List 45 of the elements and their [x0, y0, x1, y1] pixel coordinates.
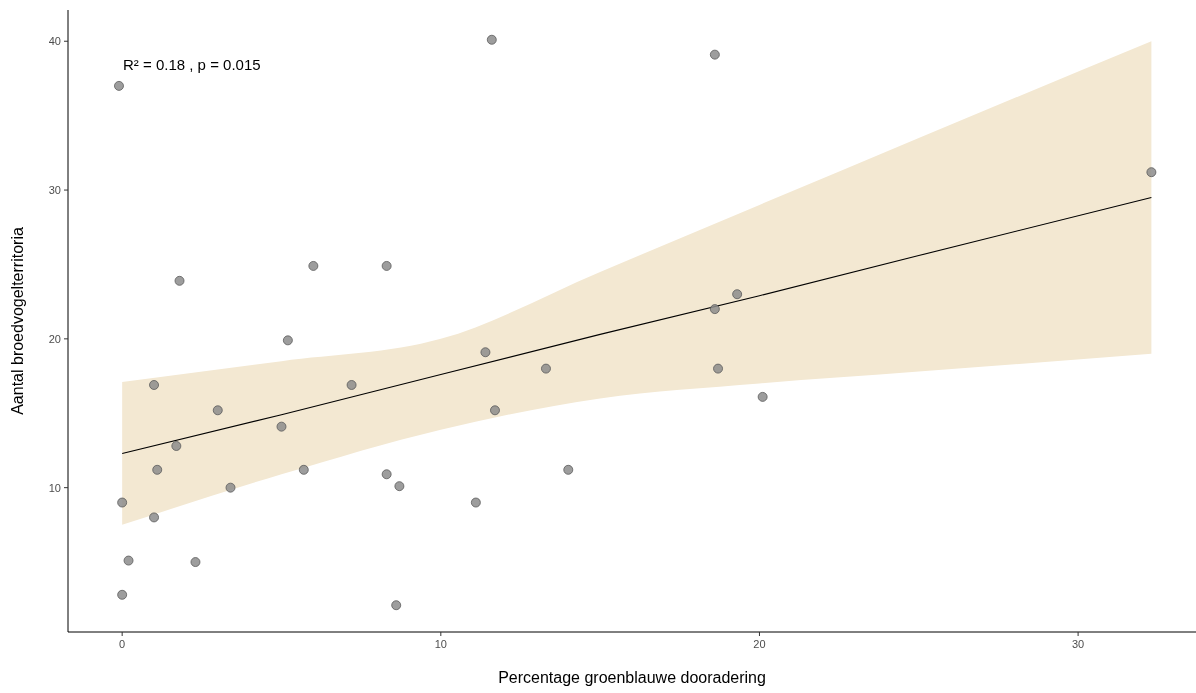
point: [757, 391, 768, 402]
x-axis-title: Percentage groenblauwe dooradering: [498, 669, 766, 686]
point: [394, 481, 405, 492]
point: [346, 380, 357, 390]
point: [381, 261, 392, 271]
x-tick-label: 30: [1071, 638, 1085, 650]
point: [709, 49, 720, 60]
point: [709, 304, 720, 314]
point: [490, 405, 500, 416]
x-tick-label: 10: [434, 638, 447, 650]
point: [713, 363, 723, 374]
y-tick-label: 10: [48, 481, 61, 494]
point: [563, 464, 574, 475]
x-tick-label: 0: [119, 638, 126, 650]
point: [298, 464, 309, 475]
point: [1146, 167, 1157, 178]
annotation: R² = 0.18 , p = 0.015: [123, 56, 261, 73]
point: [149, 380, 159, 390]
line-series: [121, 196, 1152, 454]
point: [225, 482, 236, 493]
point: [149, 512, 159, 523]
x-tick-label: 20: [753, 638, 766, 650]
point: [190, 557, 201, 567]
point: [123, 555, 134, 566]
point: [152, 464, 163, 475]
y-tick-label: 30: [48, 183, 61, 196]
point: [470, 497, 481, 508]
point: [212, 405, 223, 416]
y-tick-label: 20: [48, 332, 61, 345]
point: [171, 441, 182, 451]
point: [276, 421, 287, 432]
point: [117, 589, 128, 600]
point: [117, 497, 128, 508]
point: [732, 289, 743, 300]
point: [174, 275, 185, 286]
y-tick-label: 40: [48, 35, 61, 48]
point: [282, 335, 293, 346]
point: [391, 600, 402, 611]
y-axis-title: Aantal broedvogelterritoria: [9, 227, 26, 415]
point: [114, 80, 124, 91]
point: [486, 34, 497, 45]
point: [308, 261, 319, 271]
point: [381, 469, 392, 480]
point: [480, 347, 491, 358]
point: [541, 363, 551, 374]
